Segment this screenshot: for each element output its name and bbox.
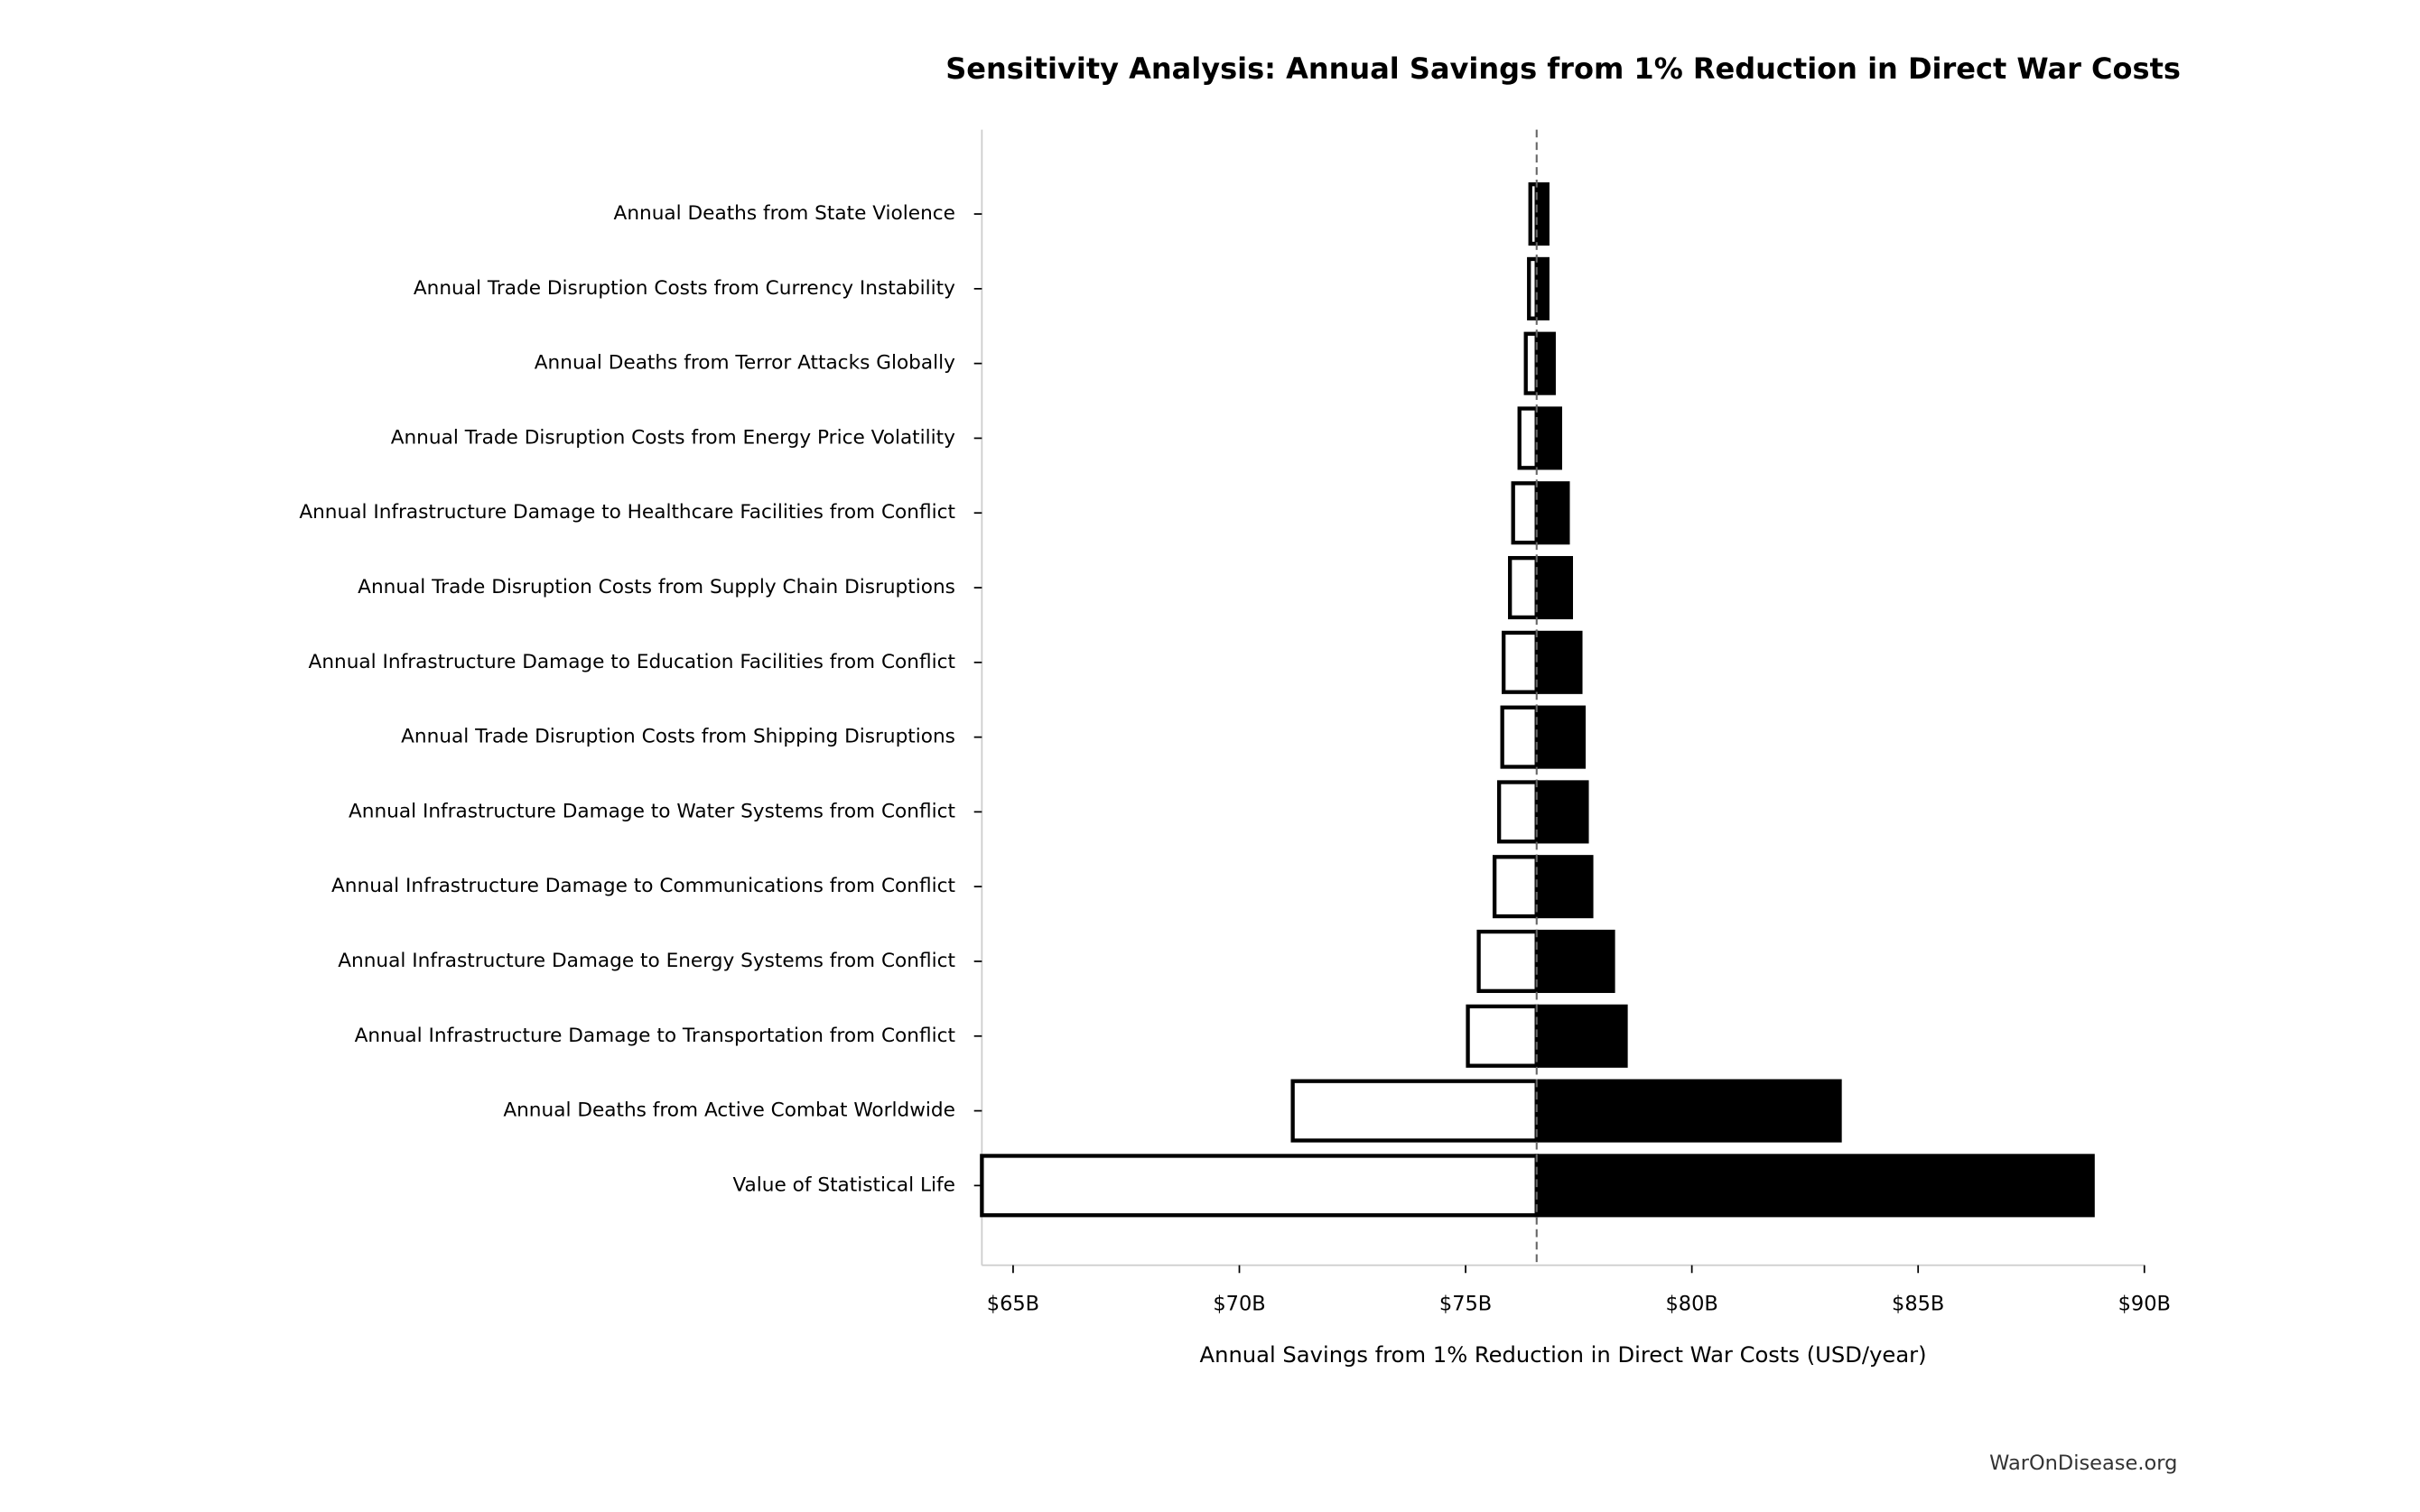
x-tick-label: $65B	[987, 1292, 1039, 1315]
bar	[1534, 630, 1583, 694]
bar	[1534, 780, 1589, 844]
bar	[1534, 855, 1594, 919]
bar	[1534, 555, 1573, 620]
bar	[980, 1154, 1539, 1218]
bar	[1511, 481, 1539, 545]
y-tick-label: Annual Deaths from Terror Attacks Global…	[535, 352, 955, 375]
bar	[1492, 855, 1539, 919]
bar	[1534, 182, 1550, 246]
x-tick-label: $80B	[1665, 1292, 1717, 1315]
y-tick-label: Annual Trade Disruption Costs from Shipp…	[401, 726, 955, 748]
y-tick-label: Annual Trade Disruption Costs from Energ…	[391, 426, 955, 449]
bar	[1534, 1004, 1628, 1068]
bar	[1508, 555, 1539, 620]
x-tick-label: $75B	[1439, 1292, 1492, 1315]
y-tick-label: Annual Infrastructure Damage to Healthca…	[299, 501, 955, 524]
bar	[1502, 630, 1539, 694]
bar	[1534, 1154, 2095, 1218]
y-tick-label: Value of Statistical Life	[732, 1173, 955, 1196]
bar	[1534, 256, 1550, 320]
bar	[1534, 705, 1587, 769]
x-tick-label: $90B	[2118, 1292, 2171, 1315]
x-axis-label: Annual Savings from 1% Reduction in Dire…	[1200, 1342, 1927, 1368]
chart-title: Sensitivity Analysis: Annual Savings fro…	[945, 51, 2181, 86]
y-tick-label: Annual Infrastructure Damage to Educatio…	[309, 651, 955, 673]
y-tick-label: Annual Infrastructure Damage to Water Sy…	[349, 800, 955, 822]
bar	[1534, 1079, 1842, 1143]
bar	[1476, 929, 1539, 994]
bar	[1496, 780, 1539, 844]
footer: WarOnDisease.org	[1989, 1452, 2177, 1475]
bar	[1534, 406, 1562, 470]
y-tick-label: Annual Trade Disruption Costs from Suppl…	[358, 576, 955, 598]
y-tick-label: Annual Trade Disruption Costs from Curre…	[414, 277, 955, 300]
bar	[1534, 331, 1556, 395]
y-tick-label: Annual Infrastructure Damage to Communic…	[331, 875, 955, 897]
bar	[1290, 1079, 1539, 1143]
x-tick-label: $70B	[1213, 1292, 1265, 1315]
y-tick-label: Annual Deaths from State Violence	[614, 202, 955, 225]
bar	[1466, 1004, 1539, 1068]
y-tick-label: Annual Infrastructure Damage to Energy S…	[338, 950, 955, 972]
y-tick-label: Annual Deaths from Active Combat Worldwi…	[503, 1099, 955, 1122]
x-tick-label: $85B	[1892, 1292, 1944, 1315]
bar	[1534, 481, 1570, 545]
bar	[1534, 929, 1615, 994]
bar	[1517, 406, 1539, 470]
y-tick-label: Annual Infrastructure Damage to Transpor…	[355, 1025, 955, 1047]
bar	[1500, 705, 1539, 769]
